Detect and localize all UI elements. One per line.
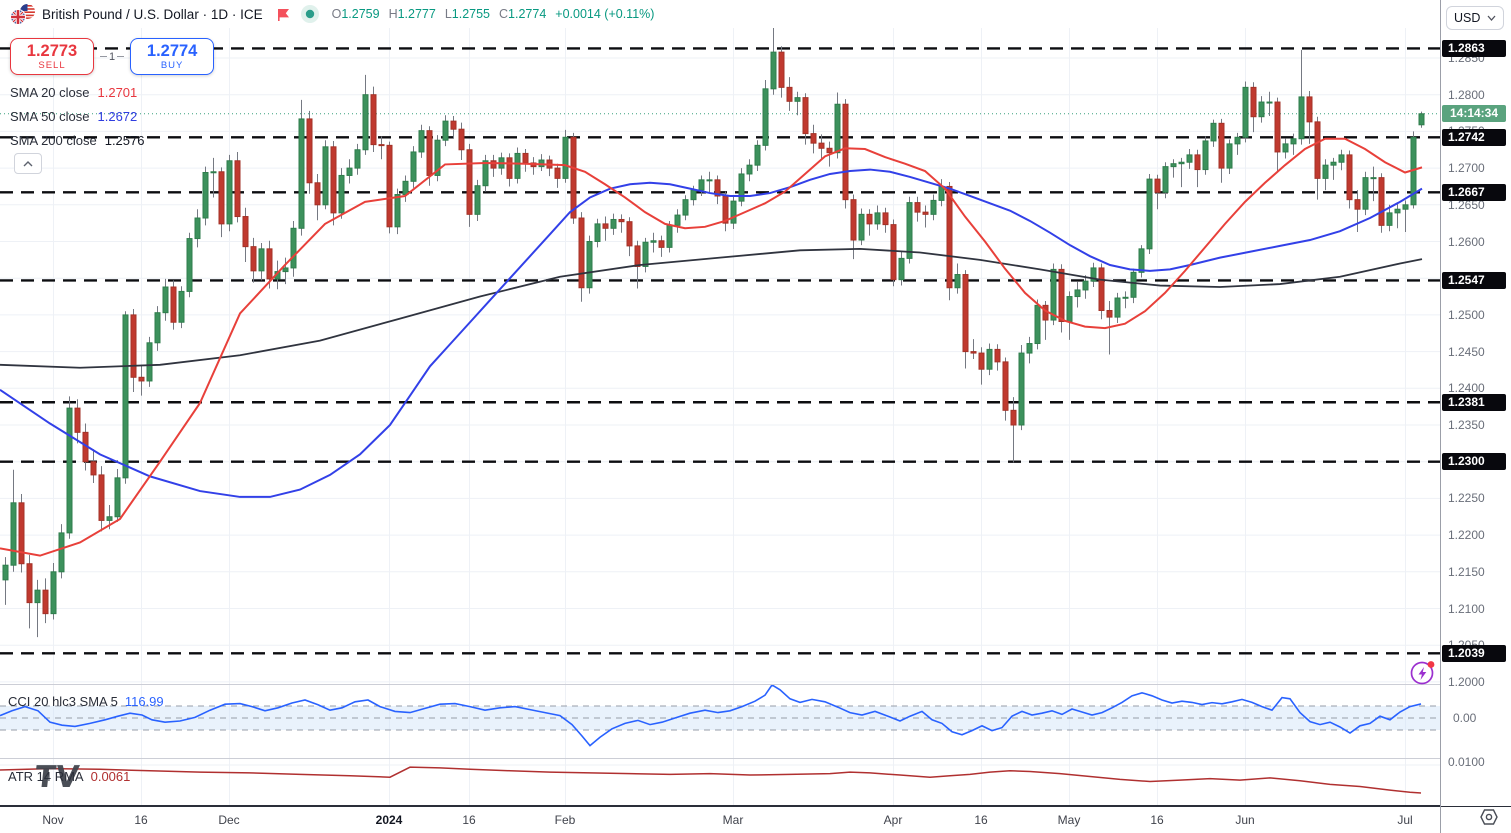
level-price-label: 1.2742 <box>1442 128 1506 146</box>
chevron-down-icon <box>1487 15 1496 21</box>
chart-toolbar: British Pound / U.S. Dollar · 1D · ICE O… <box>0 0 1440 28</box>
price-tick-label: 1.2400 <box>1448 381 1485 396</box>
low-label: L <box>444 7 452 21</box>
price-tick-label: 1.2150 <box>1448 564 1485 579</box>
price-tick-label: 1.2200 <box>1448 528 1485 543</box>
price-axis[interactable]: USD 1.28501.28001.27501.27001.26501.2600… <box>1441 0 1511 806</box>
price-axis-border <box>1440 0 1441 833</box>
cci-value: 116.99 <box>124 694 164 709</box>
level-price-label: 1.2667 <box>1442 183 1506 201</box>
price-tick-label: 1.2600 <box>1448 234 1485 249</box>
market-status-icon <box>300 4 320 24</box>
close-label: C <box>499 7 509 21</box>
time-axis-label: Mar <box>722 813 744 827</box>
symbol-title[interactable]: British Pound / U.S. Dollar · 1D · ICE <box>42 7 263 22</box>
sell-button[interactable]: 1.2773 SELL <box>10 38 94 75</box>
price-tick-label: 1.2650 <box>1448 197 1485 212</box>
time-axis-label: Feb <box>554 813 576 827</box>
tradingview-watermark: TV <box>33 760 105 799</box>
spread-indicator: 1 <box>98 51 126 63</box>
time-axis-label: 16 <box>462 813 476 827</box>
price-tick-label: 1.2000 <box>1448 674 1485 689</box>
atr-legend[interactable]: ATR 14 RMA 0.0061 <box>8 769 130 784</box>
time-axis-label: 2024 <box>375 813 403 827</box>
open-value: 1.2759 <box>341 7 380 21</box>
quick-alert-lightning-icon[interactable] <box>1409 659 1436 686</box>
sell-price: 1.2773 <box>26 41 78 60</box>
sma200-value: 1.2576 <box>104 132 145 148</box>
sma200-label: SMA 200 close <box>10 132 97 148</box>
sma20-value: 1.2701 <box>97 84 138 100</box>
price-tick-label: 1.2500 <box>1448 307 1485 322</box>
indicator-legend: SMA 20 close 1.2701 SMA 50 close 1.2672 … <box>10 80 144 152</box>
legend-row-sma20[interactable]: SMA 20 close 1.2701 <box>10 80 144 104</box>
ohlc-readout: O1.2759 H1.2777 L1.2755 C1.2774 +0.0014 … <box>332 7 655 21</box>
sma50-value: 1.2672 <box>97 108 138 124</box>
open-label: O <box>331 7 342 21</box>
high-label: H <box>388 7 398 21</box>
legend-row-sma50[interactable]: SMA 50 close 1.2672 <box>10 104 144 128</box>
time-axis-label: 16 <box>1150 813 1164 827</box>
gbpusd-flags-icon <box>8 2 42 26</box>
pane-separator[interactable] <box>0 758 1511 759</box>
order-panel: 1.2773 SELL 1 1.2774 BUY <box>10 38 215 75</box>
time-axis-border <box>0 805 1511 807</box>
time-axis-label: Jun <box>1235 813 1255 827</box>
low-value: 1.2755 <box>451 7 491 21</box>
legend-row-sma200[interactable]: SMA 200 close 1.2576 <box>10 128 144 152</box>
time-axis-label: Apr <box>883 813 903 827</box>
time-axis-label: 16 <box>134 813 148 827</box>
buy-label: BUY <box>160 59 184 71</box>
buy-price: 1.2774 <box>146 41 198 60</box>
price-tick-label: 1.2350 <box>1448 418 1485 432</box>
time-axis-label: Nov <box>42 813 64 827</box>
time-axis-label: 16 <box>974 813 988 827</box>
atr-value: 0.0061 <box>90 769 131 784</box>
watchlist-flag-icon[interactable] <box>277 8 290 21</box>
level-price-label: 1.2300 <box>1442 453 1506 471</box>
time-axis[interactable]: Nov 16 Dec 2024 16 Feb Mar Apr 16 May 16 Jun Jul <box>0 807 1440 833</box>
level-price-label: 1.2863 <box>1442 39 1506 57</box>
symbol-meta: · 1D · ICE <box>202 6 263 22</box>
sma20-label: SMA 20 close <box>10 84 90 100</box>
chevron-up-icon <box>23 160 33 166</box>
close-value: 1.2774 <box>508 7 547 21</box>
time-axis-label: Dec <box>218 813 240 827</box>
level-price-label: 1.2039 <box>1442 644 1506 662</box>
level-price-label: 1.2381 <box>1442 393 1506 411</box>
svg-text:TV: TV <box>33 760 81 794</box>
cci-legend[interactable]: CCI 20 hlc3 SMA 5 116.99 <box>8 694 164 709</box>
cci-axis-label: 0.00 <box>1453 711 1477 725</box>
currency-label: USD <box>1454 11 1481 25</box>
cci-title: CCI 20 hlc3 SMA 5 <box>8 694 118 709</box>
time-axis-label: Jul <box>1397 813 1413 827</box>
atr-title: ATR 14 RMA <box>8 769 84 784</box>
currency-selector-button[interactable]: USD <box>1446 6 1504 30</box>
atr-axis-label: 0.0100 <box>1448 755 1485 769</box>
time-axis-label: May <box>1057 813 1081 827</box>
high-value: 1.2777 <box>397 7 436 21</box>
axis-settings-icon[interactable] <box>1477 806 1501 828</box>
price-tick-label: 1.2700 <box>1448 161 1485 176</box>
price-tick-label: 1.2250 <box>1448 491 1485 506</box>
price-tick-label: 1.2800 <box>1448 87 1485 102</box>
spread-value: 1 <box>109 50 116 63</box>
price-chart-canvas[interactable] <box>0 28 1440 806</box>
change-value: +0.0014 (+0.11%) <box>555 7 655 21</box>
level-price-label: 1.2547 <box>1442 271 1506 289</box>
price-tick-label: 1.2450 <box>1448 344 1485 359</box>
symbol-name: British Pound / U.S. Dollar <box>42 6 199 22</box>
legend-collapse-button[interactable] <box>14 153 42 174</box>
pane-separator[interactable] <box>0 684 1511 685</box>
sell-label: SELL <box>38 59 66 71</box>
price-tick-label: 1.2100 <box>1448 601 1485 616</box>
countdown-label: 14:14:34 <box>1442 105 1506 123</box>
sma50-label: SMA 50 close <box>10 108 90 124</box>
buy-button[interactable]: 1.2774 BUY <box>130 38 215 75</box>
